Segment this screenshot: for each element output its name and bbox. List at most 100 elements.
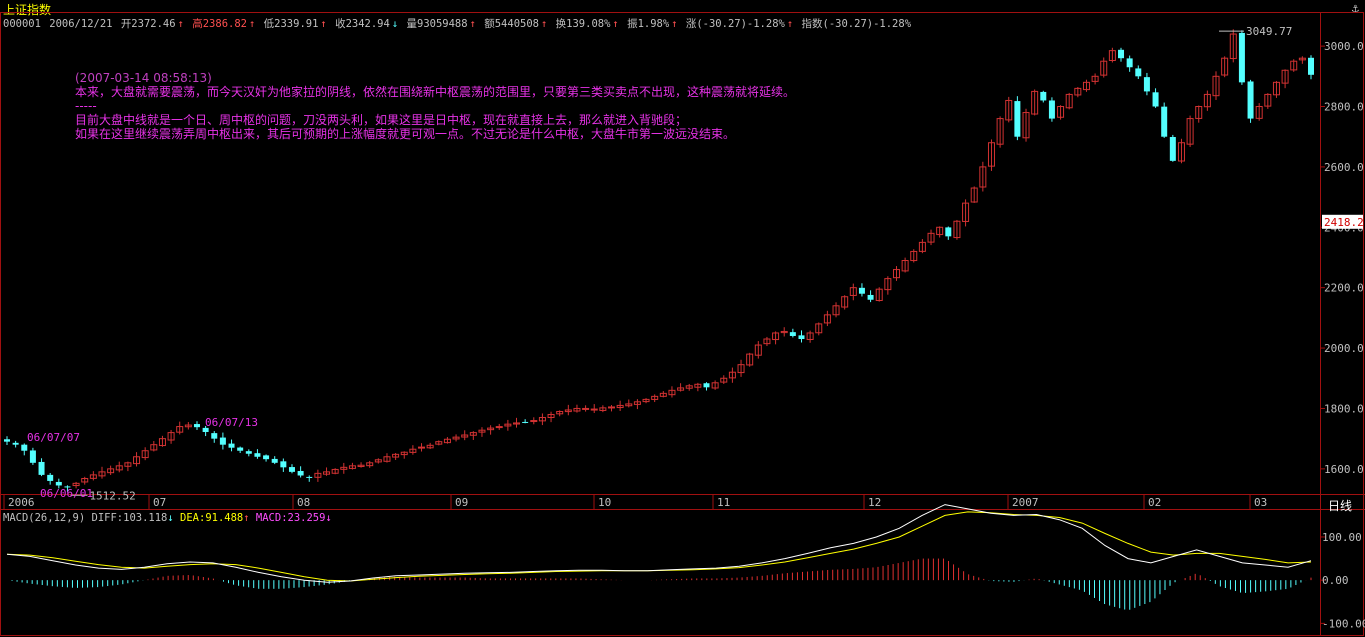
candle-body-up bbox=[1177, 142, 1185, 162]
candle-body-down bbox=[254, 453, 261, 457]
candle-body-up bbox=[668, 389, 676, 396]
candle-body-up bbox=[590, 408, 598, 411]
date-annotation-c: 06/06/01 bbox=[40, 487, 93, 500]
macd-params: MACD(26,12,9) bbox=[3, 512, 86, 524]
chart-frame bbox=[0, 12, 1364, 636]
macd-y-axis-label: -100.00 bbox=[1322, 617, 1365, 630]
candle-body-up bbox=[737, 364, 745, 374]
candle-body-up bbox=[81, 478, 89, 483]
candle-body-up bbox=[720, 377, 728, 383]
candle-body-down bbox=[55, 481, 62, 486]
candle-body-up bbox=[1005, 99, 1013, 121]
candle-body-up bbox=[685, 385, 693, 389]
candle-body-up bbox=[694, 383, 702, 388]
high-marker-label: 3049.77 bbox=[1246, 25, 1292, 38]
candle-body-up bbox=[728, 371, 736, 379]
candle-body-up bbox=[184, 424, 192, 428]
macd-y-axis-label: 0.00 bbox=[1322, 574, 1349, 587]
macd-bar-value: MACD:23.259 bbox=[255, 512, 326, 524]
x-axis-label: 09 bbox=[455, 496, 468, 509]
candle-body-up bbox=[772, 332, 780, 341]
candle-body-up bbox=[1108, 50, 1116, 61]
candle-body-up bbox=[392, 453, 400, 458]
y-axis-label: 2600.0 bbox=[1324, 161, 1364, 174]
candle-body-up bbox=[124, 462, 132, 467]
candle-body-up bbox=[763, 338, 771, 345]
candle-body-up bbox=[340, 466, 348, 470]
candle-body-down bbox=[288, 467, 295, 472]
x-axis-label: 03 bbox=[1254, 496, 1267, 509]
candle-body-up bbox=[426, 444, 434, 449]
candle-body-up bbox=[538, 417, 546, 422]
candle-body-up bbox=[547, 413, 555, 419]
y-axis-label: 2000.0 bbox=[1324, 342, 1364, 355]
candle-body-up bbox=[374, 459, 382, 463]
candle-body-up bbox=[409, 448, 417, 453]
candle-body-down bbox=[64, 486, 71, 488]
candle-body-up bbox=[875, 288, 883, 302]
quote-bar: 000001 2006/12/21 开2372.46 ↑ 高2386.82 ↑ 低2… bbox=[3, 18, 912, 30]
candle-body-down bbox=[297, 470, 304, 476]
candle-body-up bbox=[815, 323, 823, 334]
candle-body-up bbox=[1264, 93, 1272, 107]
candle-body-up bbox=[1281, 69, 1289, 84]
note-line-3: 如果在这里继续震荡弄周中枢出来，其后可预期的上涨幅度就更可观一点。不过无论是什么… bbox=[75, 127, 736, 141]
volume-value: 量93059488 bbox=[406, 18, 468, 30]
macd-diff-value: DIFF:103.118 bbox=[91, 512, 168, 524]
candle-body-down bbox=[4, 439, 10, 442]
candle-body-up bbox=[1186, 118, 1194, 145]
candle-body-up bbox=[1091, 75, 1099, 82]
candle-body-down bbox=[945, 227, 952, 237]
y-axis-label: 1600.0 bbox=[1324, 463, 1364, 476]
quote-date: 2006/12/21 bbox=[49, 18, 113, 30]
candle-body-down bbox=[193, 424, 200, 428]
candle-body-up bbox=[625, 403, 633, 407]
candle-body-up bbox=[1255, 106, 1263, 119]
high-value: 高2386.82 bbox=[192, 18, 247, 30]
candle-body-down bbox=[219, 437, 226, 445]
anchor-pin-icon[interactable]: ⚓ bbox=[1351, 1, 1359, 15]
candle-body-up bbox=[1031, 90, 1039, 115]
candle-body-up bbox=[892, 269, 900, 279]
candle-body-up bbox=[599, 407, 607, 411]
candle-body-up bbox=[1057, 106, 1065, 118]
candle-body-down bbox=[263, 455, 270, 460]
date-annotation-a: 06/07/07 bbox=[27, 431, 80, 444]
candle-body-down bbox=[1238, 32, 1245, 83]
candle-body-up bbox=[150, 444, 158, 451]
candle-body-up bbox=[1221, 57, 1229, 76]
candle-body-down bbox=[237, 447, 244, 451]
candle-body-up bbox=[331, 468, 339, 474]
candle-body-up bbox=[849, 287, 857, 296]
candle-body-up bbox=[927, 232, 935, 243]
candle-body-down bbox=[1126, 58, 1133, 68]
candle-body-down bbox=[38, 461, 45, 475]
candle-body-up bbox=[400, 451, 408, 456]
candle-body-down bbox=[703, 383, 710, 388]
candle-body-up bbox=[901, 260, 909, 272]
candle-body-up bbox=[461, 434, 469, 438]
candle-body-up bbox=[1272, 81, 1280, 96]
candle-body-up bbox=[823, 314, 831, 324]
candle-body-up bbox=[98, 471, 106, 477]
macd-y-axis-label: 100.00 bbox=[1322, 531, 1362, 544]
candle-body-up bbox=[357, 464, 365, 467]
period-daily-button[interactable]: 日线 bbox=[1328, 499, 1353, 513]
candle-body-up bbox=[435, 441, 443, 445]
candle-body-down bbox=[1161, 106, 1168, 137]
candle-body-down bbox=[1152, 92, 1159, 107]
candle-body-up bbox=[487, 427, 495, 431]
candle-body-up bbox=[780, 330, 788, 334]
candle-body-up bbox=[1065, 93, 1073, 109]
candle-body-up bbox=[806, 332, 814, 341]
candle-body-up bbox=[504, 423, 512, 427]
candle-body-up bbox=[115, 465, 123, 471]
candle-body-up bbox=[141, 450, 149, 459]
candle-body-up bbox=[884, 278, 892, 291]
candle-body-down bbox=[228, 443, 235, 448]
candle-body-down bbox=[245, 451, 252, 454]
candle-body-up bbox=[970, 187, 978, 203]
candle-body-down bbox=[47, 474, 54, 481]
candle-body-up bbox=[841, 296, 849, 308]
